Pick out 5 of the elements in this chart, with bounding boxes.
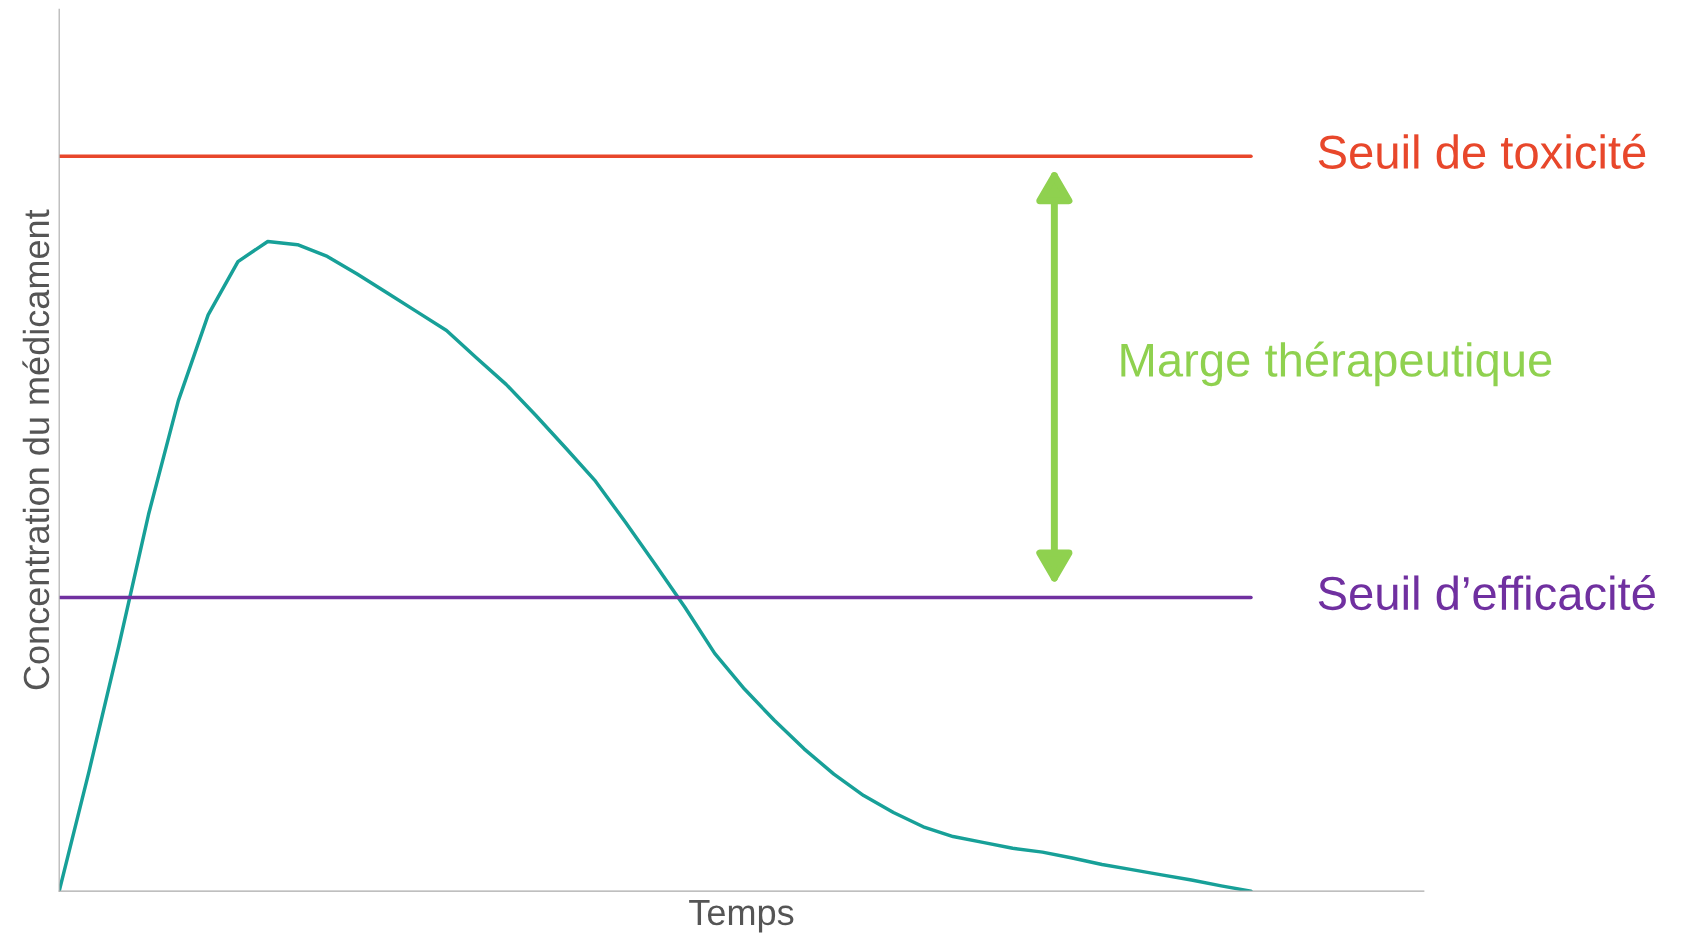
x-axis-title: Temps xyxy=(689,900,794,933)
ref-line-label: Seuil d’efficacité xyxy=(1318,574,1655,611)
y-axis-title: Concentration du médicament xyxy=(22,209,50,690)
ref-line-label: Seuil de toxicité xyxy=(1318,133,1646,170)
annotation: Marge thérapeutique xyxy=(1121,341,1552,387)
